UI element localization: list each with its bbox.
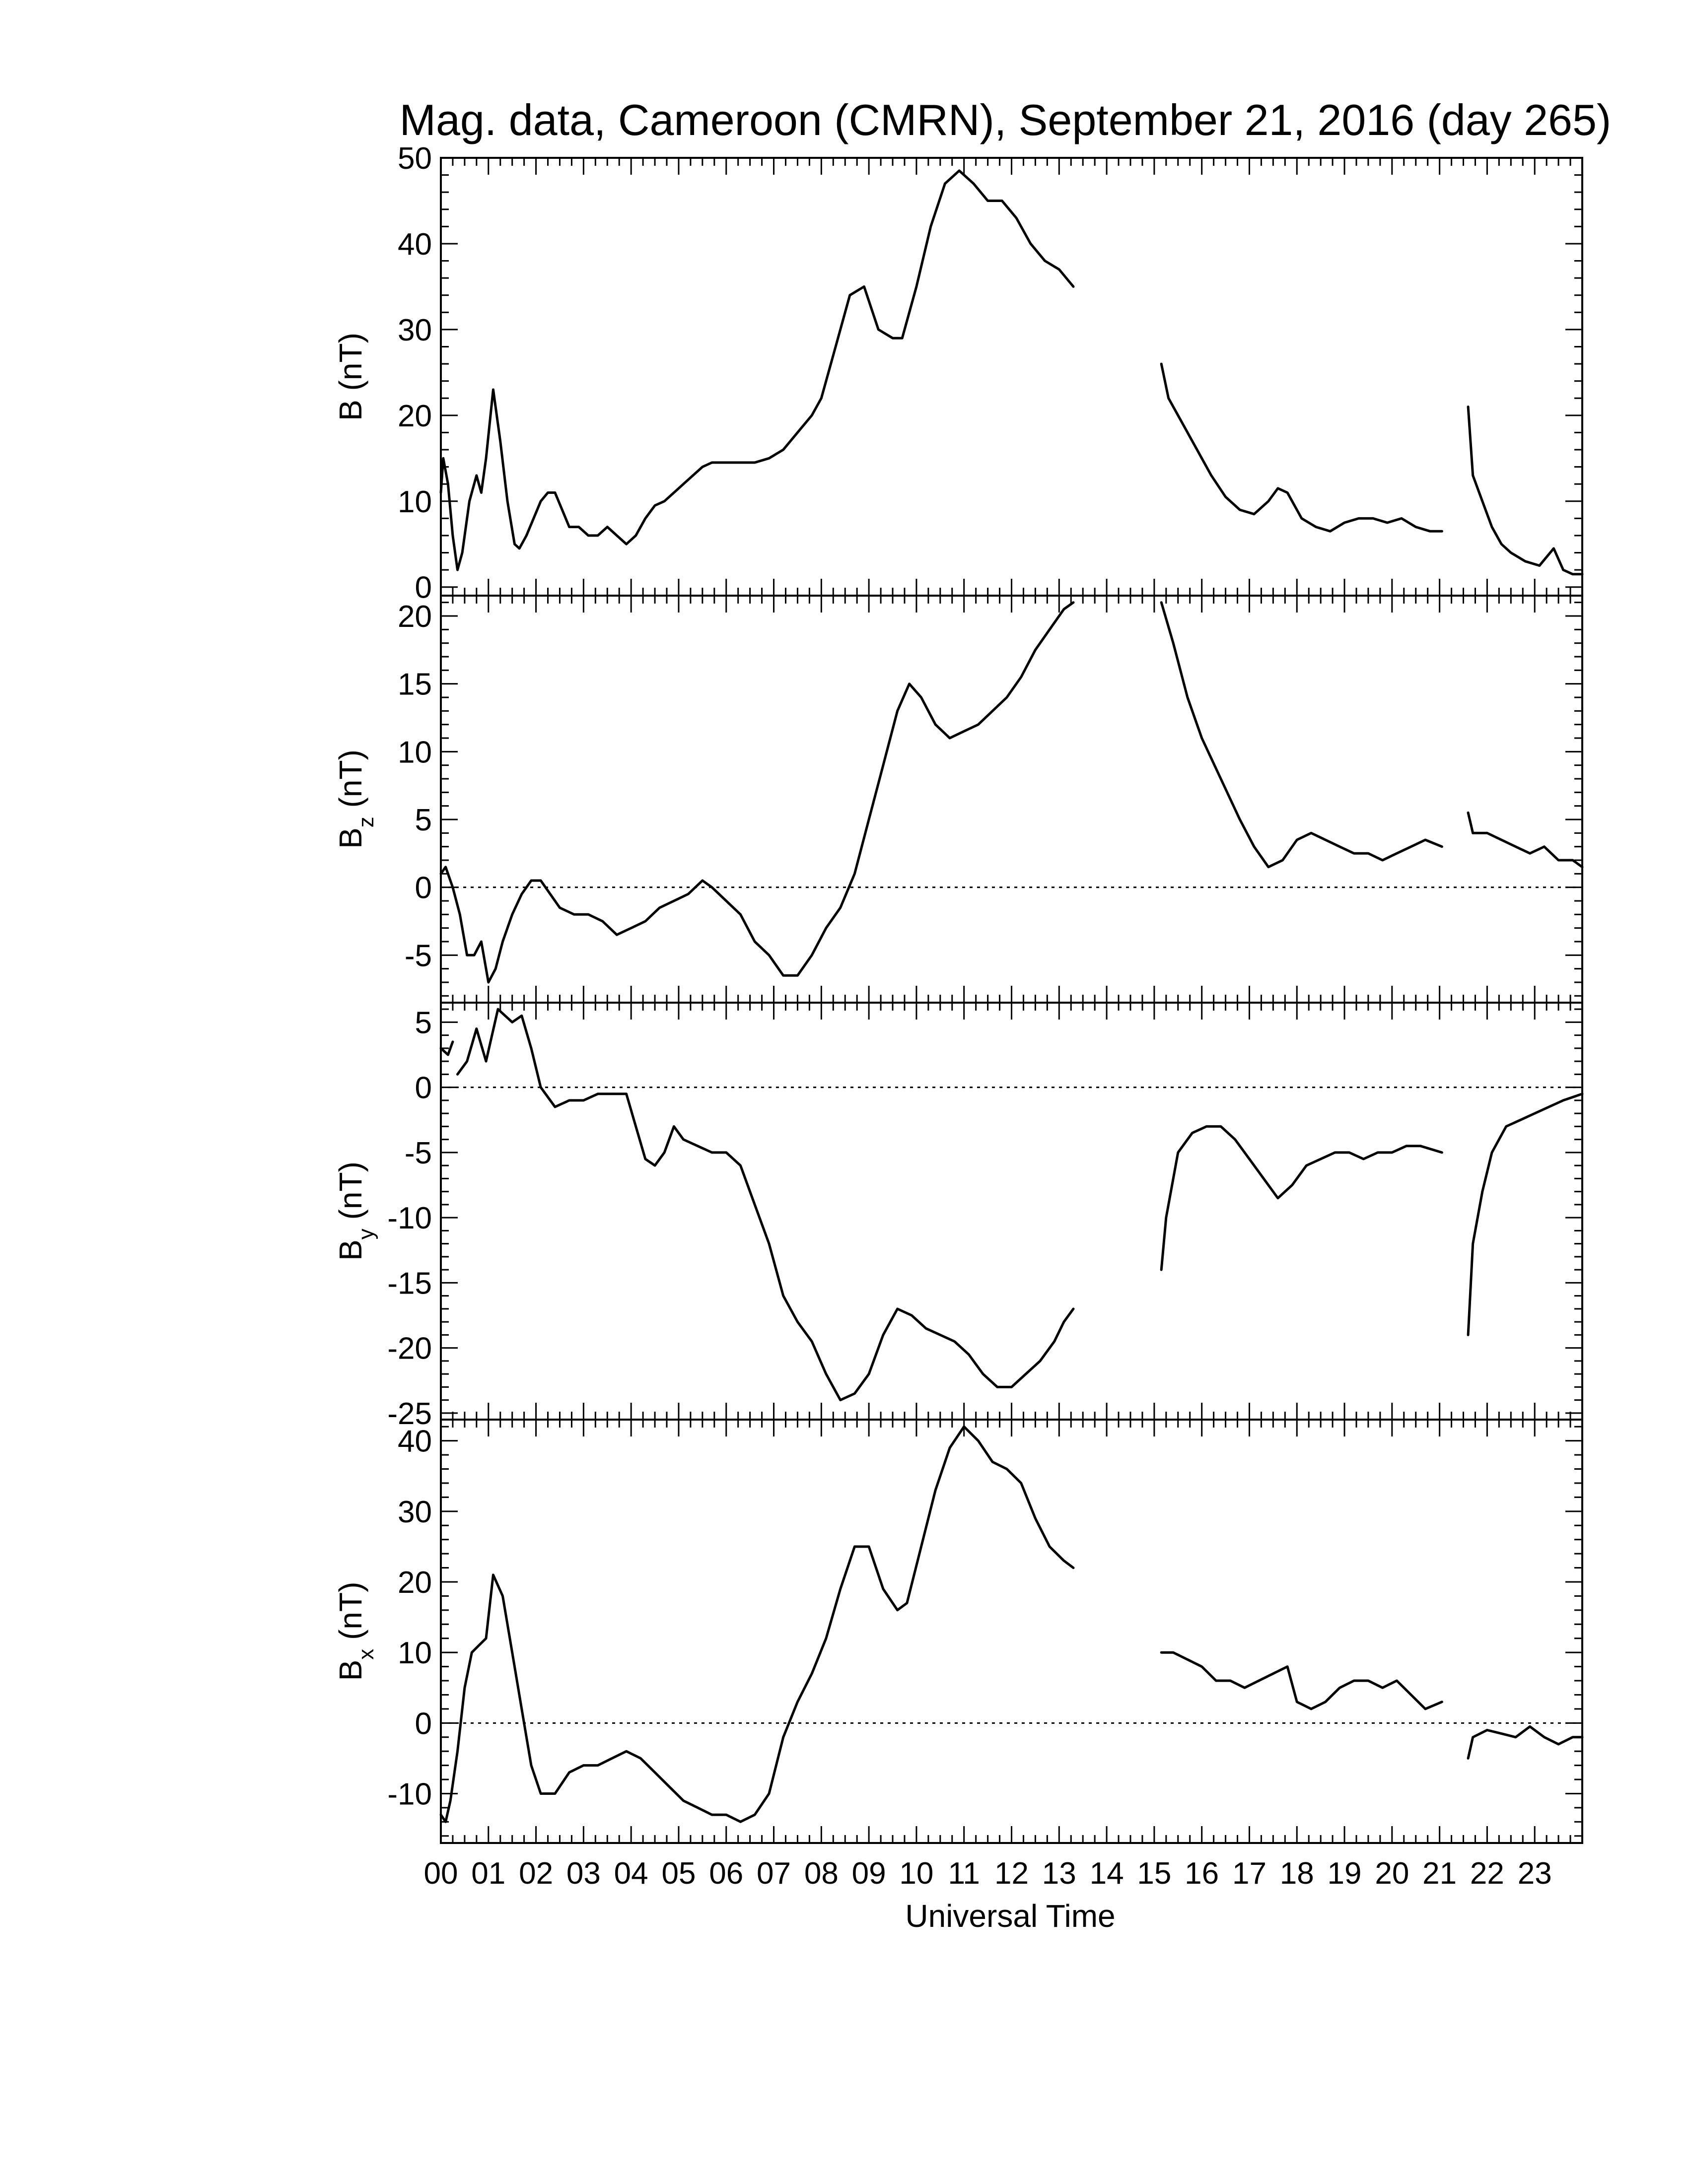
x-tick-label: 11 xyxy=(948,1856,980,1891)
y-tick-label-Bz: 10 xyxy=(398,735,432,769)
y-tick-label-Bz: 0 xyxy=(415,871,432,905)
x-tick-label: 02 xyxy=(519,1856,553,1891)
y-tick-label-B: 10 xyxy=(398,485,432,519)
y-tick-label-By: -5 xyxy=(405,1136,432,1170)
series-line-By-segment-4 xyxy=(1467,1092,1584,1336)
x-axis-title: Universal Time xyxy=(905,1898,1115,1934)
x-tick-label: 19 xyxy=(1328,1856,1362,1891)
panel-B: 0 10 20 30 40 50 B (nT) xyxy=(333,141,1584,605)
series-line-Bz-segment-2 xyxy=(1160,601,1443,869)
y-tick-label-B: 0 xyxy=(415,571,432,605)
y-axis-title-sub-By: y xyxy=(354,1228,378,1239)
y-tick-label-Bx: 20 xyxy=(398,1566,432,1600)
y-tick-label-By: 5 xyxy=(415,1006,432,1040)
x-tick-label: 15 xyxy=(1137,1856,1171,1891)
x-tick-label: 00 xyxy=(424,1856,458,1891)
y-tick-label-By: -15 xyxy=(387,1266,432,1300)
x-tick-label: 01 xyxy=(471,1856,505,1891)
y-tick-label-Bx: 30 xyxy=(398,1495,432,1529)
y-tick-label-By: -25 xyxy=(387,1397,432,1431)
panel-frame-Bx xyxy=(440,1419,1583,1844)
x-tick-label: 05 xyxy=(661,1856,696,1891)
y-axis-title-Bz: Bz (nT) xyxy=(333,750,378,849)
y-tick-label-B: 30 xyxy=(398,313,432,347)
series-line-B-segment-3 xyxy=(1467,406,1584,576)
x-tick-label: 08 xyxy=(804,1856,839,1891)
y-tick-label-Bz: 15 xyxy=(398,668,432,702)
panel-Bz: -5 0 5 10 15 20 Bz (nT) xyxy=(333,595,1584,1004)
series-line-B-segment-1 xyxy=(439,169,1075,571)
series-line-By-segment-1 xyxy=(439,1040,454,1056)
y-tick-label-By: 0 xyxy=(415,1071,432,1105)
series-line-Bz-segment-1 xyxy=(439,601,1075,984)
panel-Bx: -10 0 10 20 30 40 Bx (nT) xyxy=(333,1419,1584,1844)
y-tick-label-Bz: 5 xyxy=(415,803,432,837)
y-tick-label-Bx: 0 xyxy=(415,1706,432,1741)
x-tick-label: 22 xyxy=(1470,1856,1504,1891)
x-tick-label: 06 xyxy=(709,1856,743,1891)
y-tick-label-Bx: 10 xyxy=(398,1636,432,1670)
panel-By: -25 -20 -15 -10 -5 0 5 By (nT) xyxy=(333,1002,1584,1431)
y-axis-title-Bx: Bx (nT) xyxy=(333,1582,378,1681)
x-tick-label: 03 xyxy=(566,1856,601,1891)
y-tick-label-B: 40 xyxy=(398,227,432,262)
series-line-Bz-segment-3 xyxy=(1467,811,1584,869)
y-tick-label-B: 50 xyxy=(398,141,432,176)
y-axis-title-main-Bz: B xyxy=(333,827,368,849)
series-line-Bx-segment-1 xyxy=(439,1425,1075,1823)
x-tick-label: 14 xyxy=(1090,1856,1124,1891)
series-line-Bx-segment-2 xyxy=(1160,1651,1443,1710)
x-tick-label: 04 xyxy=(614,1856,648,1891)
y-axis-title-main-Bx: B xyxy=(333,1660,368,1681)
y-axis-title-sub-Bz: z xyxy=(354,817,378,827)
x-tick-label: 18 xyxy=(1280,1856,1314,1891)
y-axis-title-unit-Bx: (nT) xyxy=(333,1582,368,1649)
y-tick-label-Bx: 40 xyxy=(398,1425,432,1459)
series-line-By-segment-2 xyxy=(456,1008,1075,1402)
panel-frame-Bz xyxy=(440,595,1583,1004)
series-line-By-segment-3 xyxy=(1160,1125,1443,1271)
x-tick-label: 16 xyxy=(1185,1856,1219,1891)
y-axis-title-sub-Bx: x xyxy=(354,1649,378,1660)
panel-frame-By xyxy=(440,1002,1583,1421)
x-tick-label: 21 xyxy=(1422,1856,1457,1891)
x-tick-label: 13 xyxy=(1042,1856,1076,1891)
y-axis-title-unit-Bz: (nT) xyxy=(333,750,368,817)
y-tick-label-Bz: 20 xyxy=(398,600,432,634)
x-tick-label: 20 xyxy=(1375,1856,1409,1891)
y-tick-label-Bx: -10 xyxy=(387,1777,432,1811)
x-tick-label: 10 xyxy=(899,1856,933,1891)
x-tick-label: 09 xyxy=(852,1856,886,1891)
y-tick-label-B: 20 xyxy=(398,399,432,433)
y-axis-title-unit-By: (nT) xyxy=(333,1161,368,1228)
x-axis: 00 01 02 03 04 05 06 07 08 09 10 11 12 13 14 15 16 17 18 19… xyxy=(424,1856,1552,1891)
x-tick-label: 12 xyxy=(994,1856,1029,1891)
y-axis-title-main-B: B xyxy=(333,400,368,421)
chart-title: Mag. data, Cameroon (CMRN), September 21… xyxy=(400,95,1612,144)
x-tick-label: 23 xyxy=(1518,1856,1552,1891)
y-axis-title-B: B (nT) xyxy=(333,333,368,421)
y-axis-title-By: By (nT) xyxy=(333,1161,378,1261)
y-tick-label-By: -20 xyxy=(387,1332,432,1366)
x-tick-label: 07 xyxy=(757,1856,791,1891)
x-tick-label: 17 xyxy=(1232,1856,1266,1891)
series-line-B-segment-2 xyxy=(1160,362,1443,533)
y-axis-title-main-By: B xyxy=(333,1239,368,1261)
series-line-Bx-segment-3 xyxy=(1467,1725,1584,1760)
y-axis-title-unit-B: (nT) xyxy=(333,333,368,400)
y-tick-label-By: -10 xyxy=(387,1201,432,1235)
y-tick-label-Bz: -5 xyxy=(405,939,432,973)
